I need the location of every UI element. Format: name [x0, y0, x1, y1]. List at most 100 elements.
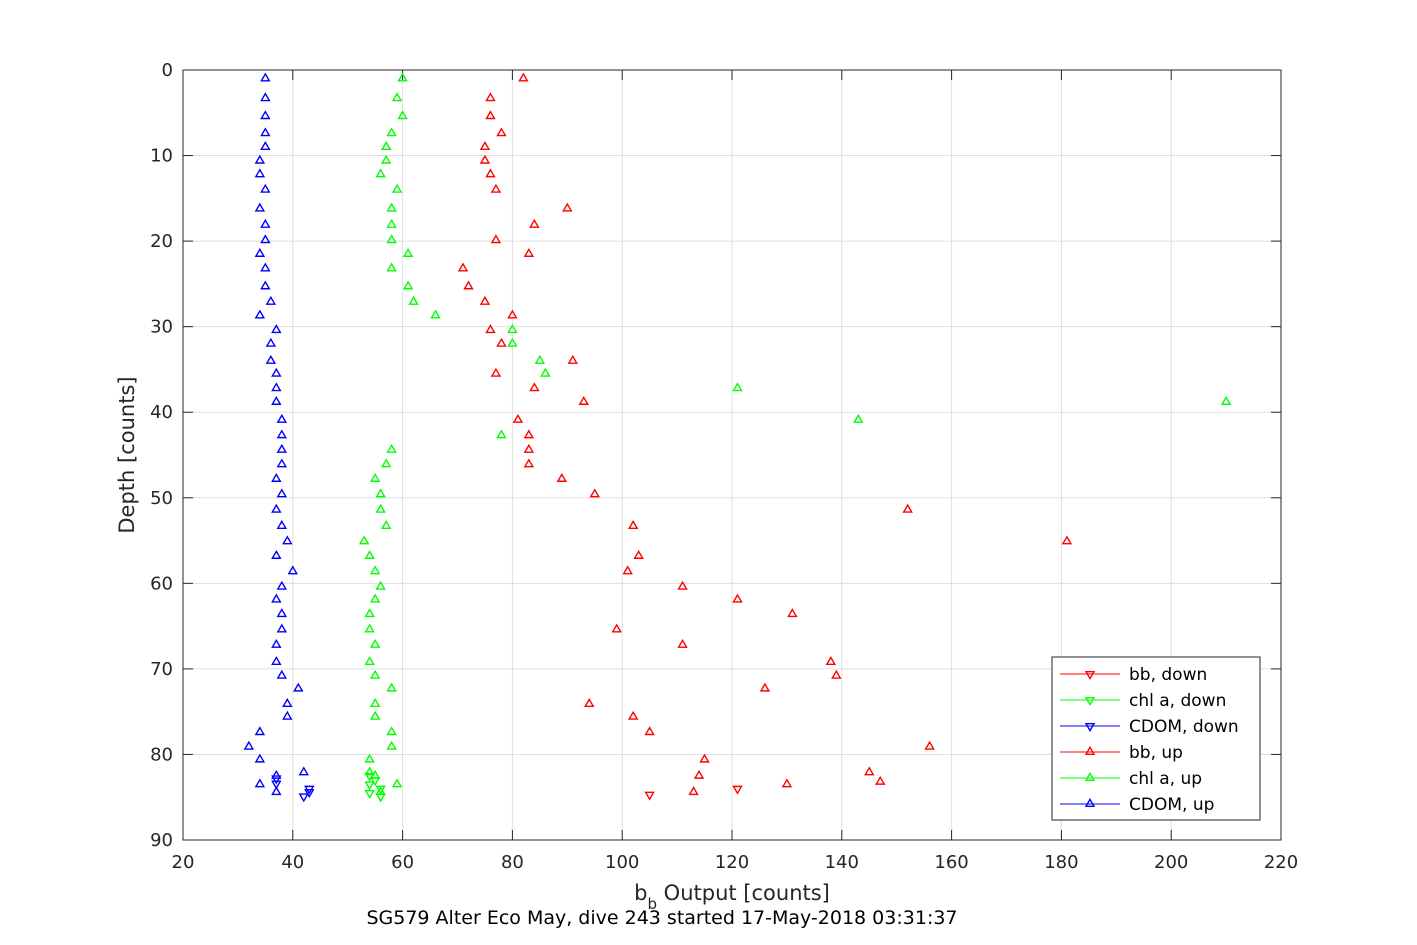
- data-point: [386, 262, 397, 272]
- x-tick-label: 200: [1154, 852, 1188, 873]
- data-point: [364, 753, 375, 763]
- data-point: [254, 309, 266, 319]
- data-point: [254, 726, 266, 736]
- x-tick-label: 180: [1044, 852, 1078, 873]
- data-point: [485, 324, 496, 334]
- data-point: [260, 92, 271, 102]
- data-point: [853, 413, 864, 423]
- data-point: [271, 769, 282, 779]
- series-4: [358, 72, 1232, 796]
- data-point: [479, 154, 491, 164]
- data-point: [276, 443, 288, 453]
- data-point: [293, 682, 304, 692]
- data-point: [271, 367, 282, 377]
- data-point: [276, 608, 288, 618]
- data-point: [276, 458, 288, 468]
- x-tick-label: 140: [825, 852, 859, 873]
- data-point: [260, 141, 271, 151]
- data-point: [496, 429, 507, 439]
- data-point: [386, 127, 397, 137]
- data-point: [386, 443, 397, 453]
- x-axis-label-subscript: b: [647, 895, 657, 913]
- data-point: [276, 580, 288, 590]
- axis-ticks: 20 40 60 80 100 120 140 160 180 200 220 0 10 20 30 40 50…: [150, 60, 1298, 873]
- data-point: [243, 740, 255, 750]
- data-point: [644, 791, 655, 801]
- data-point: [386, 682, 397, 692]
- data-point: [589, 488, 600, 498]
- data-point: [463, 280, 474, 290]
- data-point: [523, 429, 535, 439]
- data-point: [611, 623, 622, 633]
- data-point: [276, 429, 288, 439]
- data-point: [276, 413, 288, 423]
- data-point: [732, 382, 743, 392]
- data-point: [298, 793, 309, 803]
- data-point: [271, 786, 282, 796]
- data-point: [408, 295, 419, 305]
- data-point: [364, 549, 375, 559]
- data-point: [364, 781, 375, 791]
- data-point: [534, 354, 546, 364]
- legend-marker: [1084, 772, 1096, 781]
- data-point: [380, 520, 392, 530]
- data-point: [578, 395, 589, 405]
- data-point: [540, 367, 551, 377]
- y-tick-label: 80: [150, 744, 173, 765]
- data-point: [271, 593, 282, 603]
- x-tick-label: 160: [934, 852, 968, 873]
- legend-label: chl a, up: [1129, 769, 1202, 789]
- data-point: [688, 786, 699, 796]
- data-point: [902, 503, 913, 513]
- x-tick-label: 20: [172, 852, 195, 873]
- data-point: [633, 549, 644, 559]
- legend-label: chl a, down: [1129, 691, 1226, 711]
- data-point: [364, 789, 375, 799]
- data-point: [386, 218, 397, 228]
- data-point: [304, 789, 315, 799]
- data-point: [512, 413, 524, 423]
- data-point: [485, 168, 496, 178]
- legend-marker: [1084, 798, 1096, 807]
- data-point: [523, 458, 535, 468]
- data-point: [402, 280, 414, 290]
- legend-box: [1051, 656, 1261, 821]
- y-tick-label: 10: [150, 146, 173, 167]
- y-tick-label: 20: [150, 231, 173, 252]
- data-point: [496, 127, 507, 137]
- data-point: [518, 72, 529, 82]
- data-point: [369, 593, 381, 603]
- data-point: [369, 697, 381, 707]
- data-point: [567, 354, 579, 364]
- data-point: [622, 565, 633, 575]
- data-point: [699, 753, 710, 763]
- x-axis-label: bb Output [counts]: [634, 881, 830, 913]
- data-point: [271, 382, 282, 392]
- data-point: [260, 183, 271, 193]
- legend-label: CDOM, up: [1129, 795, 1214, 815]
- legend: bb, down chl a, down CDOM, down bb, up chl a…: [1051, 656, 1261, 821]
- data-point: [369, 769, 381, 779]
- data-point: [375, 168, 386, 178]
- data-point: [386, 234, 397, 244]
- data-point: [479, 141, 491, 151]
- data-point: [364, 623, 375, 633]
- data-point: [375, 503, 386, 513]
- data-point: [369, 565, 381, 575]
- data-point: [457, 262, 469, 272]
- data-point: [271, 656, 282, 666]
- data-point: [397, 110, 408, 120]
- data-point: [490, 234, 502, 244]
- x-tick-label: 40: [281, 852, 304, 873]
- data-point: [556, 472, 568, 482]
- data-point: [562, 202, 573, 212]
- data-point: [825, 656, 837, 666]
- data-point: [265, 354, 277, 364]
- data-point: [391, 92, 403, 102]
- data-point: [271, 780, 282, 790]
- data-point: [875, 775, 886, 785]
- data-point: [732, 785, 743, 795]
- legend-label: bb, up: [1129, 743, 1183, 763]
- data-point: [276, 488, 288, 498]
- y-tick-label: 40: [150, 402, 173, 423]
